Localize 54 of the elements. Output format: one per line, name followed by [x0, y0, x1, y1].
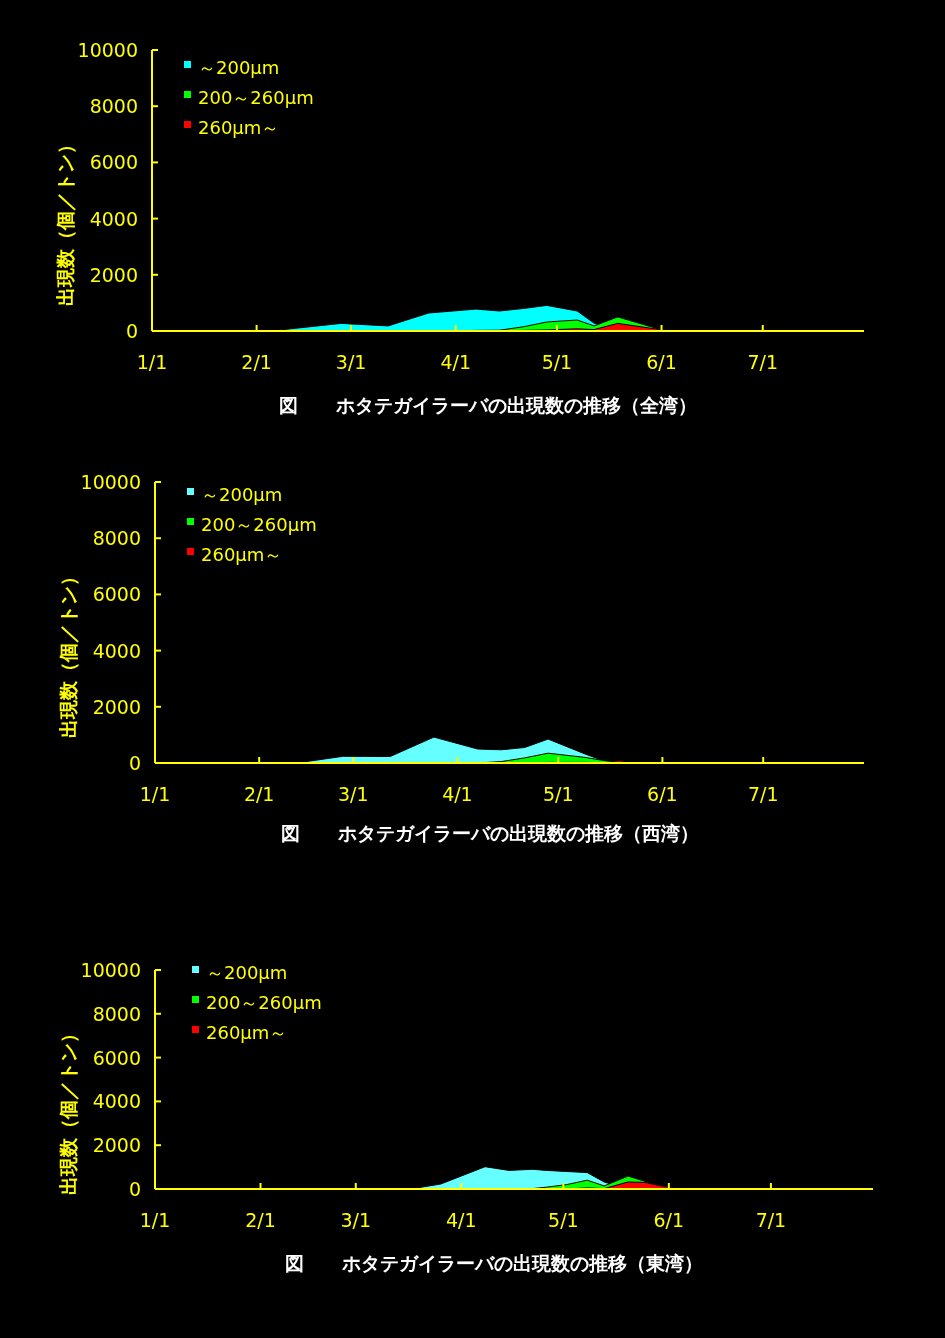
x-tick-label: 6/1: [647, 783, 678, 805]
x-tick-label: 2/1: [243, 783, 275, 805]
y-tick-label: 4000: [92, 639, 141, 662]
y-tick-label: 0: [128, 1178, 141, 1200]
y-tick-label: 4000: [89, 207, 138, 230]
y-axis-title: 出現数（個／トン）: [54, 135, 76, 306]
legend-label: ～200μm: [206, 962, 288, 983]
x-tick-label: 3/1: [340, 1209, 372, 1231]
x-tick-label: 4/1: [440, 351, 471, 373]
x-tick-label: 4/1: [445, 1209, 477, 1231]
y-tick-label: 8000: [89, 95, 138, 118]
y-tick-label: 6000: [92, 1046, 141, 1069]
legend-label: 200～260μm: [198, 87, 314, 108]
legend-label: 260μm～: [206, 1022, 288, 1043]
y-tick-label: 2000: [92, 1134, 141, 1157]
y-tick-label: 6000: [92, 583, 141, 606]
y-axis-title: 出現数（個／トン）: [57, 1024, 79, 1195]
y-axis-title: 出現数（個／トン）: [57, 567, 79, 738]
x-tick-label: 1/1: [139, 1209, 171, 1231]
y-tick-label: 8000: [92, 527, 141, 550]
x-tick-label: 2/1: [245, 1209, 276, 1231]
legend-label: ～200μm: [201, 484, 283, 505]
y-tick-label: 0: [128, 752, 141, 774]
y-tick-label: 10000: [80, 959, 141, 981]
y-tick-label: 2000: [92, 695, 141, 718]
y-tick-label: 10000: [80, 471, 141, 493]
x-tick-label: 1/1: [139, 783, 171, 805]
x-tick-label: 7/1: [755, 1209, 787, 1231]
x-tick-label: 3/1: [337, 783, 369, 805]
legend-label: 260μm～: [201, 544, 283, 565]
x-tick-label: 7/1: [747, 351, 779, 373]
x-tick-label: 1/1: [136, 351, 168, 373]
y-tick-label: 2000: [89, 263, 138, 286]
text: 図 ホタテガイラーバの出現数の推移（東湾）: [285, 1252, 703, 1274]
y-tick-label: 0: [125, 320, 138, 342]
legend-label: ～200μm: [198, 57, 280, 78]
x-tick-label: 6/1: [646, 351, 677, 373]
x-tick-label: 3/1: [335, 351, 367, 373]
x-tick-label: 4/1: [442, 783, 473, 805]
legend-label: 260μm～: [198, 117, 280, 138]
x-tick-label: 2/1: [241, 351, 272, 373]
x-tick-label: 5/1: [541, 351, 573, 373]
legend-label: 200～260μm: [201, 514, 317, 535]
y-tick-label: 6000: [89, 151, 138, 174]
text: 図 ホタテガイラーバの出現数の推移（西湾）: [280, 822, 699, 844]
y-tick-label: 8000: [92, 1002, 141, 1025]
x-tick-label: 5/1: [542, 783, 574, 805]
x-tick-label: 7/1: [747, 783, 779, 805]
x-tick-label: 5/1: [548, 1209, 579, 1231]
text: 図 ホタテガイラーバの出現数の推移（全湾）: [279, 394, 697, 416]
x-tick-label: 6/1: [653, 1209, 685, 1231]
y-tick-label: 10000: [77, 39, 138, 61]
legend-label: 200～260μm: [206, 992, 322, 1013]
y-tick-label: 4000: [92, 1090, 141, 1113]
